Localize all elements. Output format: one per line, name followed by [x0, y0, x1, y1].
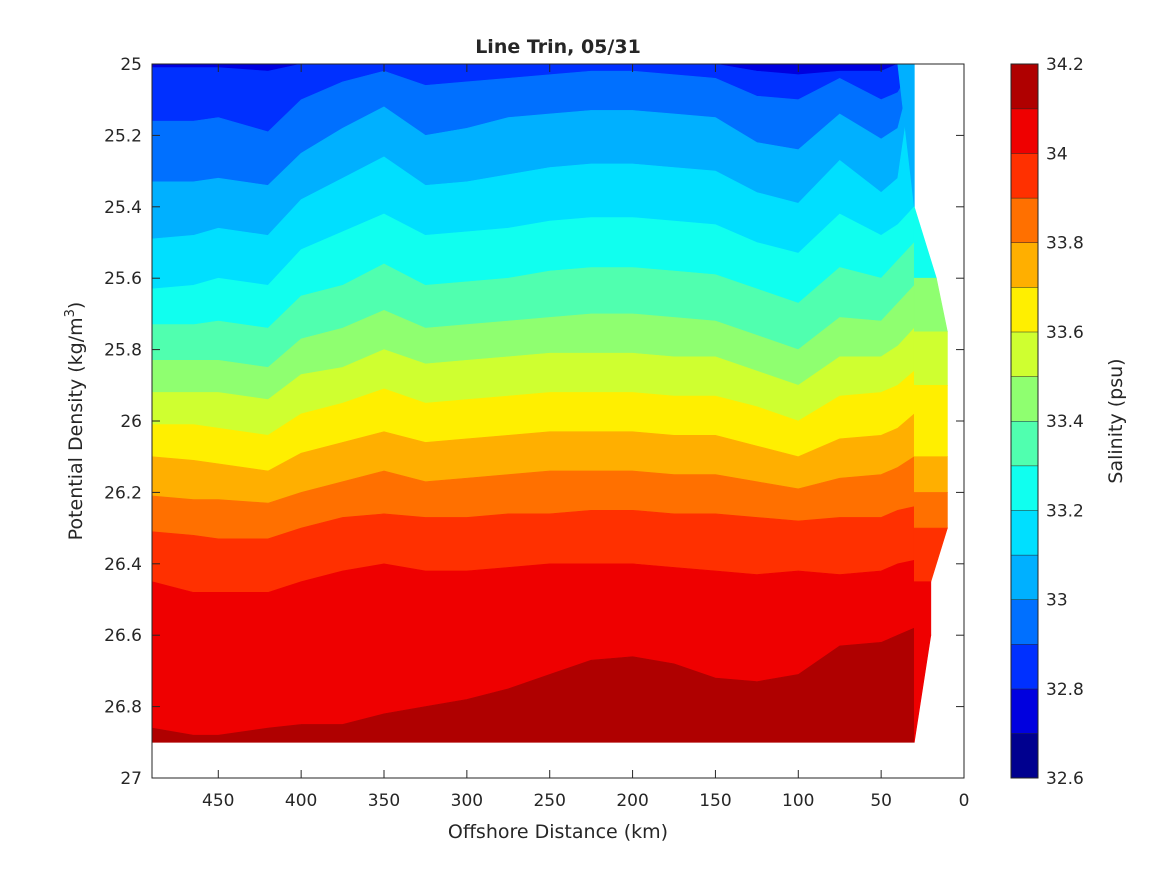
x-tick-label: 100 [782, 791, 814, 811]
chart-title: Line Trin, 05/31 [475, 36, 641, 58]
y-tick-label: 25.8 [104, 341, 142, 361]
nearshore-band [913, 456, 948, 493]
y-tick-label: 25.4 [104, 198, 142, 218]
nearshore-band [913, 492, 948, 529]
colorbar-tick-label: 34 [1046, 144, 1068, 164]
x-tick-label: 200 [616, 791, 648, 811]
colorbar-label: Salinity (psu) [1105, 358, 1127, 483]
colorbar-tick-label: 33.4 [1046, 412, 1084, 432]
contour-fill-layer [152, 64, 948, 743]
colorbar-tick-label: 33.6 [1046, 323, 1084, 343]
colorbar-tick-label: 32.8 [1046, 680, 1084, 700]
nearshore-band [913, 206, 937, 279]
colorbar-swatch [1011, 197, 1038, 243]
colorbar-swatch [1011, 331, 1038, 377]
x-tick-label: 50 [870, 791, 892, 811]
colorbar-tick-label: 33.2 [1046, 501, 1084, 521]
y-tick-label: 25.2 [104, 126, 142, 146]
nearshore-band [913, 581, 932, 636]
y-tick-label: 25 [120, 55, 142, 75]
y-axis-label: Potential Density (kg/m3) [63, 302, 87, 541]
x-tick-label: 250 [533, 791, 565, 811]
colorbar-swatch [1011, 376, 1038, 421]
y-tick-label: 26.6 [104, 626, 142, 646]
colorbar-swatch [1011, 465, 1038, 511]
colorbar-swatch [1011, 64, 1038, 109]
nearshore-band [913, 384, 948, 422]
y-tick-label: 26.2 [104, 483, 142, 503]
nearshore-band [897, 64, 915, 207]
colorbar-tick-label: 33 [1046, 591, 1068, 611]
colorbar-swatch [1011, 153, 1038, 198]
y-axis-ticks: 25 25.2 25.4 25.6 25.8 26 26.2 26.4 26.6 26.8 27 [104, 55, 964, 789]
colorbar-swatch [1011, 108, 1038, 154]
colorbar [1011, 63, 1038, 778]
nearshore-band [913, 331, 948, 386]
y-axis-label-superscript: 3 [63, 309, 78, 317]
y-tick-label: 27 [120, 769, 142, 789]
colorbar-tick-label: 33.8 [1046, 234, 1084, 254]
x-tick-label: 400 [285, 791, 317, 811]
y-axis-label-main: Potential Density (kg/m [65, 317, 87, 540]
nearshore-band [913, 634, 932, 743]
colorbar-swatch [1011, 599, 1038, 645]
nearshore-band [913, 420, 948, 458]
y-tick-label: 26.8 [104, 698, 142, 718]
contour-band [152, 64, 915, 76]
y-tick-label: 26 [120, 412, 142, 432]
x-tick-label: 300 [451, 791, 483, 811]
x-axis-ticks: 450 400 350 300 250 200 150 100 50 0 [202, 64, 969, 811]
nearshore-band [913, 527, 948, 582]
colorbar-swatch [1011, 733, 1038, 778]
x-tick-label: 0 [959, 791, 970, 811]
x-axis-label: Offshore Distance (km) [448, 821, 668, 843]
y-tick-label: 25.6 [104, 269, 142, 289]
colorbar-swatch [1011, 688, 1038, 734]
nearshore-band [913, 277, 948, 333]
x-tick-label: 450 [202, 791, 234, 811]
colorbar-frame [1010, 63, 1039, 779]
colorbar-tick-label: 32.6 [1046, 769, 1084, 789]
y-axis-label-close: ) [65, 302, 87, 309]
colorbar-swatch [1011, 287, 1038, 332]
colorbar-swatch [1011, 554, 1038, 600]
colorbar-tick-label: 34.2 [1046, 55, 1084, 75]
colorbar-swatch [1011, 421, 1038, 466]
y-tick-label: 26.4 [104, 555, 142, 575]
x-tick-label: 150 [699, 791, 731, 811]
x-tick-label: 350 [368, 791, 400, 811]
colorbar-swatch [1011, 644, 1038, 689]
colorbar-ticks: 32.6 32.8 33 33.2 33.4 33.6 33.8 34 34.2 [1046, 55, 1084, 789]
colorbar-swatch [1011, 242, 1038, 288]
colorbar-swatch [1011, 510, 1038, 555]
